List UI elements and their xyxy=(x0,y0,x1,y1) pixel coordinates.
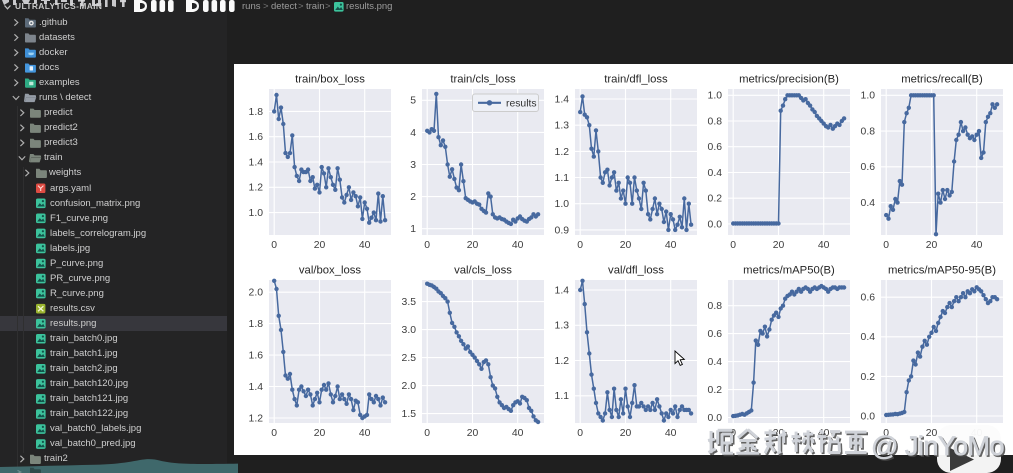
svg-text:1.1: 1.1 xyxy=(555,391,570,402)
svg-text:val/dfl_loss: val/dfl_loss xyxy=(608,265,664,277)
svg-text:0.6: 0.6 xyxy=(861,162,876,173)
svg-text:20: 20 xyxy=(467,240,479,251)
svg-text:0: 0 xyxy=(883,428,889,439)
svg-text:5: 5 xyxy=(410,96,416,107)
svg-text:0.8: 0.8 xyxy=(708,116,723,127)
svg-text:0: 0 xyxy=(730,240,736,251)
svg-text:0: 0 xyxy=(883,240,889,251)
svg-text:0: 0 xyxy=(424,428,430,439)
svg-text:40: 40 xyxy=(665,428,677,439)
svg-text:2: 2 xyxy=(410,192,416,203)
svg-text:0.2: 0.2 xyxy=(708,385,723,396)
svg-text:0.8: 0.8 xyxy=(861,127,876,138)
svg-text:0.4: 0.4 xyxy=(708,168,723,179)
svg-text:3.5: 3.5 xyxy=(402,297,417,308)
svg-text:1: 1 xyxy=(410,224,416,235)
svg-text:4: 4 xyxy=(410,128,416,139)
svg-text:40: 40 xyxy=(971,240,983,251)
svg-text:2.0: 2.0 xyxy=(249,288,264,299)
svg-text:40: 40 xyxy=(818,240,830,251)
svg-text:0.4: 0.4 xyxy=(708,357,723,368)
svg-text:0.0: 0.0 xyxy=(708,413,723,424)
svg-text:1.4: 1.4 xyxy=(249,382,264,393)
svg-text:1.2: 1.2 xyxy=(555,356,570,367)
svg-text:2.0: 2.0 xyxy=(402,381,417,392)
svg-text:40: 40 xyxy=(359,240,371,251)
svg-text:3: 3 xyxy=(410,160,416,171)
svg-text:0.0: 0.0 xyxy=(708,219,723,230)
svg-text:1.8: 1.8 xyxy=(249,319,264,330)
svg-text:0.6: 0.6 xyxy=(708,329,723,340)
svg-text:20: 20 xyxy=(467,428,479,439)
svg-text:1.1: 1.1 xyxy=(555,173,570,184)
svg-text:0.4: 0.4 xyxy=(861,198,876,209)
svg-text:1.8: 1.8 xyxy=(249,107,264,118)
svg-text:train/cls_loss: train/cls_loss xyxy=(450,74,516,86)
svg-text:1.6: 1.6 xyxy=(249,351,264,362)
svg-text:40: 40 xyxy=(665,240,677,251)
svg-text:1.0: 1.0 xyxy=(861,91,876,102)
svg-text:40: 40 xyxy=(818,428,830,439)
svg-text:20: 20 xyxy=(620,240,632,251)
svg-text:metrics/precision(B): metrics/precision(B) xyxy=(739,74,839,86)
svg-text:40: 40 xyxy=(512,240,524,251)
svg-text:0: 0 xyxy=(424,240,430,251)
svg-text:train/box_loss: train/box_loss xyxy=(295,74,365,86)
svg-text:val/cls_loss: val/cls_loss xyxy=(454,265,512,277)
svg-text:metrics/recall(B): metrics/recall(B) xyxy=(901,74,983,86)
svg-text:1.4: 1.4 xyxy=(555,94,570,105)
svg-text:1.2: 1.2 xyxy=(249,183,264,194)
svg-text:metrics/mAP50(B): metrics/mAP50(B) xyxy=(743,265,835,277)
svg-text:20: 20 xyxy=(620,428,632,439)
svg-text:20: 20 xyxy=(773,240,785,251)
svg-text:0: 0 xyxy=(577,240,583,251)
svg-text:1.2: 1.2 xyxy=(555,147,570,158)
svg-text:20: 20 xyxy=(314,428,326,439)
svg-text:1.0: 1.0 xyxy=(249,208,264,219)
svg-text:40: 40 xyxy=(512,428,524,439)
svg-text:3.0: 3.0 xyxy=(402,325,417,336)
svg-text:1.2: 1.2 xyxy=(249,413,264,424)
svg-text:0.0: 0.0 xyxy=(861,411,876,422)
svg-text:0.6: 0.6 xyxy=(708,142,723,153)
svg-text:0: 0 xyxy=(271,428,277,439)
svg-text:1.0: 1.0 xyxy=(708,91,723,102)
svg-text:metrics/mAP50-95(B): metrics/mAP50-95(B) xyxy=(888,265,996,277)
svg-text:1.4: 1.4 xyxy=(249,157,264,168)
svg-text:0: 0 xyxy=(730,428,736,439)
svg-text:1.0: 1.0 xyxy=(555,199,570,210)
svg-text:20: 20 xyxy=(314,240,326,251)
svg-text:40: 40 xyxy=(359,428,371,439)
svg-text:val/box_loss: val/box_loss xyxy=(299,265,362,277)
svg-text:0: 0 xyxy=(577,428,583,439)
svg-text:0.9: 0.9 xyxy=(555,225,570,236)
svg-text:1.6: 1.6 xyxy=(249,132,264,143)
svg-text:0.8: 0.8 xyxy=(708,301,723,312)
svg-text:2.5: 2.5 xyxy=(402,353,417,364)
svg-text:1.3: 1.3 xyxy=(555,121,570,132)
svg-text:40: 40 xyxy=(971,428,983,439)
svg-text:results: results xyxy=(506,99,537,110)
svg-text:train/dfl_loss: train/dfl_loss xyxy=(604,74,668,86)
svg-text:0: 0 xyxy=(271,240,277,251)
svg-text:1.3: 1.3 xyxy=(555,321,570,332)
svg-text:0.4: 0.4 xyxy=(861,332,876,343)
svg-text:1.4: 1.4 xyxy=(555,285,570,296)
svg-text:0.2: 0.2 xyxy=(708,194,723,205)
svg-text:1.5: 1.5 xyxy=(402,409,417,420)
svg-text:0.6: 0.6 xyxy=(861,293,876,304)
svg-text:20: 20 xyxy=(926,240,938,251)
svg-text:0.2: 0.2 xyxy=(861,372,876,383)
svg-text:20: 20 xyxy=(926,428,938,439)
svg-text:20: 20 xyxy=(773,428,785,439)
